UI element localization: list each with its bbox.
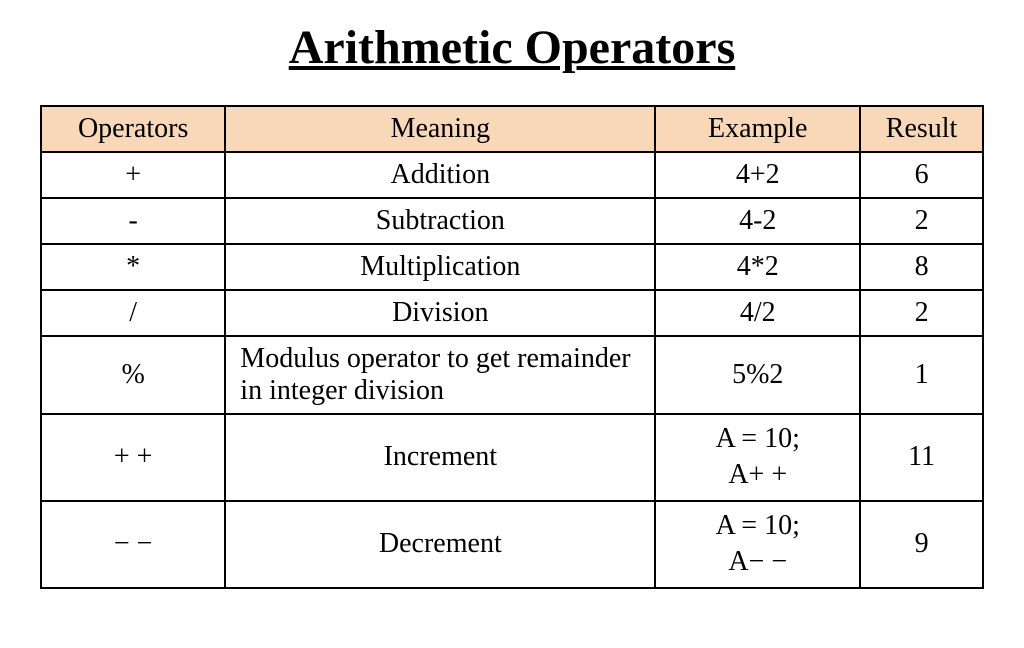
table-row: % Modulus operator to get remainder in i… [41,336,983,414]
cell-result: 6 [860,152,983,198]
cell-meaning: Multiplication [225,244,655,290]
cell-result: 2 [860,198,983,244]
arithmetic-operators-table: Operators Meaning Example Result + Addit… [40,105,984,589]
cell-operator: - [41,198,225,244]
cell-example: A = 10; A− − [655,501,860,588]
header-meaning: Meaning [225,106,655,152]
table-row: / Division 4/2 2 [41,290,983,336]
cell-operator: * [41,244,225,290]
table-row: * Multiplication 4*2 8 [41,244,983,290]
cell-meaning: Subtraction [225,198,655,244]
cell-example: A = 10; A+ + [655,414,860,501]
cell-example: 4/2 [655,290,860,336]
cell-example: 4-2 [655,198,860,244]
cell-meaning: Increment [225,414,655,501]
header-operators: Operators [41,106,225,152]
cell-operator: − − [41,501,225,588]
cell-operator: % [41,336,225,414]
cell-meaning: Modulus operator to get remainder in int… [225,336,655,414]
table-row: − − Decrement A = 10; A− − 9 [41,501,983,588]
cell-result: 8 [860,244,983,290]
cell-operator: + [41,152,225,198]
header-result: Result [860,106,983,152]
cell-example: 5%2 [655,336,860,414]
cell-meaning: Addition [225,152,655,198]
cell-result: 11 [860,414,983,501]
cell-meaning: Division [225,290,655,336]
page-title: Arithmetic Operators [40,20,984,75]
cell-operator: + + [41,414,225,501]
cell-meaning: Decrement [225,501,655,588]
header-example: Example [655,106,860,152]
cell-result: 1 [860,336,983,414]
table-header-row: Operators Meaning Example Result [41,106,983,152]
table-row: - Subtraction 4-2 2 [41,198,983,244]
cell-example: 4+2 [655,152,860,198]
cell-result: 9 [860,501,983,588]
cell-result: 2 [860,290,983,336]
cell-example: 4*2 [655,244,860,290]
cell-operator: / [41,290,225,336]
table-row: + + Increment A = 10; A+ + 11 [41,414,983,501]
table-row: + Addition 4+2 6 [41,152,983,198]
